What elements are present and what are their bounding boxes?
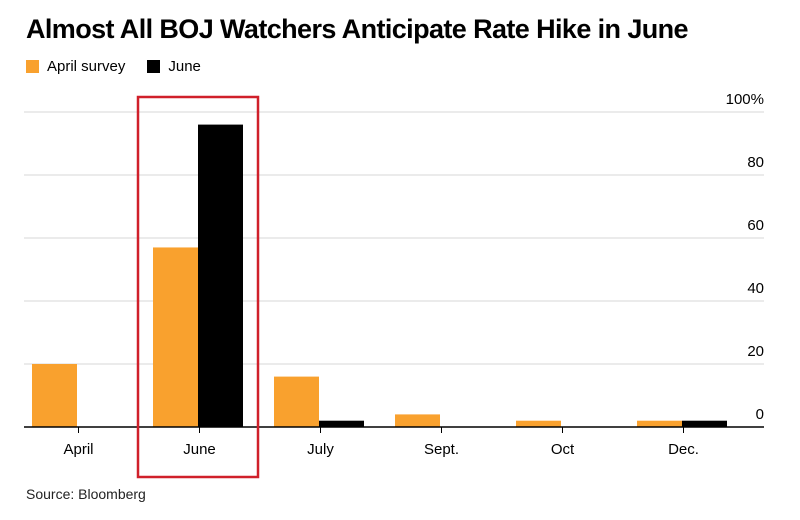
y-tick-label-0: 0	[756, 406, 764, 423]
y-tick-label-60: 60	[747, 217, 764, 234]
legend-item-april-survey: April survey	[26, 58, 125, 75]
y-tick-label-80: 80	[747, 154, 764, 171]
y-tick-label-20: 20	[747, 343, 764, 360]
bar-april-survey-april	[32, 364, 77, 427]
source-note: Source: Bloomberg	[26, 486, 146, 502]
bar-april-survey-sept	[395, 414, 440, 427]
legend-label-april-survey: April survey	[47, 58, 126, 75]
legend-label-june: June	[168, 58, 201, 75]
legend: April survey June	[26, 58, 223, 75]
x-tick-label-july: July	[307, 441, 334, 458]
bar-april-survey-july	[274, 376, 319, 427]
legend-swatch-april-survey	[26, 60, 39, 73]
bar-june-june	[198, 124, 243, 427]
chart-title: Almost All BOJ Watchers Anticipate Rate …	[26, 14, 689, 44]
bar-june-dec	[682, 420, 727, 427]
x-tick-label-april: April	[63, 441, 93, 458]
bar-april-survey-june	[153, 247, 198, 427]
bar-april-survey-oct	[516, 420, 561, 427]
bar-april-survey-dec	[637, 420, 682, 427]
bar-june-july	[319, 420, 364, 427]
y-tick-label-100: 100%	[726, 91, 764, 108]
legend-item-june: June	[147, 58, 201, 75]
highlight-box-june	[136, 95, 260, 479]
x-tick-label-oct: Oct	[551, 441, 575, 458]
x-tick-label-june: June	[183, 441, 216, 458]
x-tick-label-dec: Dec.	[668, 441, 699, 458]
x-tick-label-sept: Sept.	[424, 441, 459, 458]
legend-swatch-june	[147, 60, 161, 73]
y-tick-label-40: 40	[747, 280, 764, 297]
